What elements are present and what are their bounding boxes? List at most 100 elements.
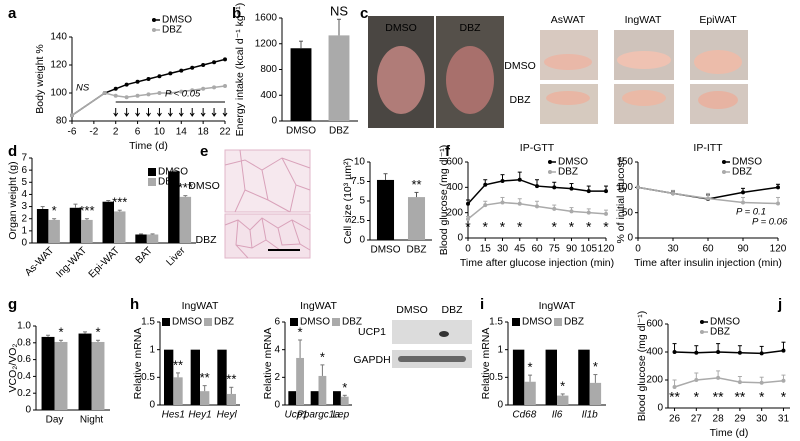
legend-label: DMSO (710, 317, 740, 328)
bar (578, 349, 590, 405)
bar (557, 395, 569, 405)
x-tick-label: 15 (480, 244, 492, 255)
y-tick-label: 200 (446, 207, 463, 218)
bar (135, 234, 147, 243)
y-tick-label: 120 (50, 60, 67, 71)
y-tick-label: 1 (497, 344, 503, 355)
y-tick-label: 80 (56, 116, 68, 127)
y-tick-label: 2 (274, 372, 280, 383)
series-line (674, 349, 784, 355)
x-tick-label: As-WAT (23, 245, 56, 278)
point (179, 89, 184, 94)
significance: * (483, 219, 489, 235)
point (586, 210, 591, 215)
point (672, 350, 677, 354)
point (212, 60, 217, 65)
point (517, 177, 522, 182)
bar (512, 349, 525, 405)
significance: * (320, 349, 325, 364)
dose-arrow (211, 108, 217, 117)
legend-label: DMSO (172, 317, 202, 328)
x-tick-label: 28 (713, 414, 725, 425)
x-tick-label: DBZ (329, 126, 349, 137)
panel-letter: j (777, 296, 782, 313)
point (223, 57, 227, 62)
x-tick-label: 2 (113, 127, 119, 138)
point (604, 189, 608, 194)
significance: ** (734, 389, 745, 405)
panel-letter: g (8, 296, 17, 313)
y-axis-label: Body weight % (34, 44, 46, 113)
point (124, 82, 129, 87)
significance: * (552, 219, 558, 235)
bar (589, 382, 602, 405)
y-tick-label: 4 (274, 344, 280, 355)
significance: * (58, 325, 63, 340)
y-tick-label: 0.8 (17, 337, 31, 348)
dose-arrow (113, 108, 119, 117)
point (113, 86, 118, 91)
bar (164, 349, 174, 405)
bar (288, 391, 297, 405)
bar (200, 391, 210, 405)
significance: * (298, 324, 303, 339)
legend-label: DBZ (710, 327, 730, 338)
x-tick-label: DBZ (407, 245, 427, 256)
y-axis-label: Organ weight (g) (7, 161, 19, 239)
x-tick-label: 26 (669, 414, 681, 425)
x-tick-label: 30 (667, 244, 679, 255)
legend-swatch (554, 318, 562, 326)
y-tick-label: 1200 (255, 38, 278, 49)
point (781, 348, 786, 353)
y-axis-label: Blood glucose (mg dl⁻¹) (438, 145, 450, 256)
bar (290, 48, 312, 121)
point (483, 182, 488, 187)
dose-arrow (135, 108, 140, 117)
legend-label: DBZ (732, 167, 752, 178)
y-axis-label: Cell size (10³ µm²) (342, 158, 354, 244)
dose-arrow (157, 108, 162, 117)
significance: ** (173, 357, 183, 372)
y-tick-label: 2.5 (351, 215, 365, 226)
y-tick-label: 50 (622, 207, 634, 218)
bar (310, 391, 319, 405)
point (500, 200, 505, 205)
legend-label: DBZ (342, 317, 362, 328)
annotation: P = 0.1 (736, 207, 766, 218)
x-axis-label: Time (d) (129, 140, 168, 152)
legend-label: DMSO (300, 317, 330, 328)
x-tick-label: Il6 (552, 410, 563, 421)
x-tick-label: DMSO (371, 245, 401, 256)
histology-image (224, 149, 311, 213)
dose-arrow (124, 108, 130, 117)
significance: * (781, 389, 787, 405)
legend-label: DMSO (522, 317, 552, 328)
x-tick-label: Ing-WAT (54, 245, 89, 280)
y-tick-label: 0 (274, 400, 280, 411)
y-tick-label: 4 (21, 189, 27, 200)
dose-arrow (222, 108, 228, 117)
y-tick-label: 6 (274, 317, 280, 328)
legend-swatch (204, 318, 212, 326)
y-axis-label: % of initial glucose (615, 156, 627, 243)
point (737, 350, 742, 355)
significance: * (603, 219, 609, 235)
point (535, 204, 539, 209)
significance: * (52, 203, 57, 218)
legend-marker (152, 28, 156, 32)
row-label: DBZ (196, 234, 218, 246)
y-tick-label: 6 (21, 165, 27, 176)
legend-marker (152, 18, 156, 22)
significance: * (342, 380, 347, 395)
x-tick-label: 22 (219, 127, 231, 138)
point (102, 91, 107, 95)
legend-swatch (332, 318, 340, 326)
point (168, 71, 173, 76)
x-tick-label: Hes1 (162, 410, 185, 421)
y-tick-label: 400 (446, 182, 463, 193)
legend-swatch (290, 318, 298, 326)
blot-band (439, 331, 449, 337)
legend-label: DBZ (158, 177, 178, 188)
row-label: DBZ (510, 94, 532, 106)
y-tick-label: 0.6 (17, 354, 31, 365)
